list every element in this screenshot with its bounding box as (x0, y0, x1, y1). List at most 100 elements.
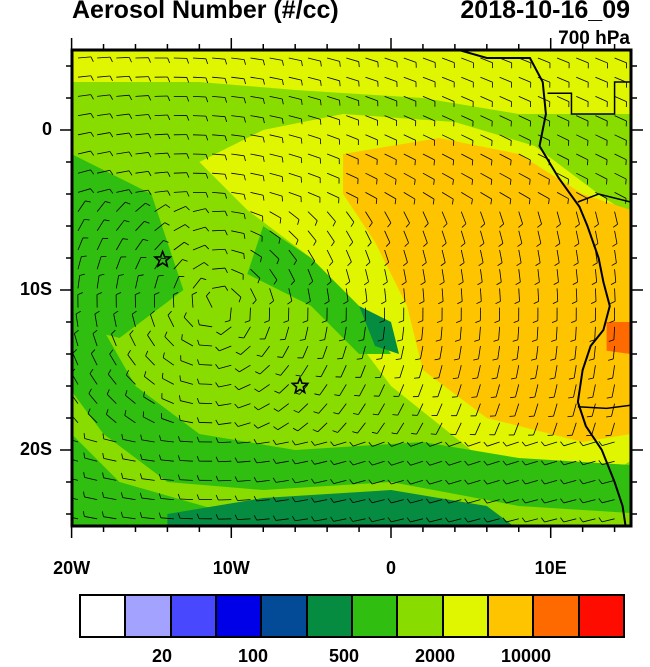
wind-barb-feather (299, 339, 306, 341)
wind-barb (614, 134, 627, 141)
wind-barb (250, 115, 264, 119)
wind-barb-feather (425, 498, 430, 504)
wind-barb-feather (377, 339, 384, 342)
wind-barb (576, 172, 588, 180)
wind-barb (269, 57, 283, 61)
wind-barb-feather (89, 368, 94, 374)
wind-barb-feather (491, 377, 498, 380)
wind-barb (401, 326, 405, 340)
star-marker (290, 375, 310, 395)
wind-barb (231, 134, 245, 137)
wind-barb-feather (495, 301, 501, 305)
wind-barb (160, 459, 174, 462)
wind-barb (461, 172, 473, 180)
wind-barb (391, 441, 404, 447)
wind-barb-feather (353, 413, 359, 415)
wind-barb (144, 376, 155, 385)
map-frame (70, 48, 633, 528)
wind-barb-feather (458, 281, 464, 286)
wind-barb-feather (445, 498, 450, 504)
wind-barb-feather (253, 424, 259, 429)
wind-barb-feather (196, 378, 200, 385)
wind-barb (575, 288, 578, 302)
wind-barb (141, 478, 155, 481)
wind-barb-feather (300, 138, 303, 144)
wind-barb-feather (147, 330, 151, 336)
wind-barb-feather (167, 190, 171, 196)
wind-barb-feather (128, 170, 133, 176)
wind-barb-feather (571, 301, 578, 304)
wind-barb (595, 192, 608, 199)
wind-barb (116, 113, 130, 116)
wind-barb (377, 403, 385, 416)
wind-barb (439, 345, 443, 359)
wind-barb (537, 172, 550, 180)
wind-barb-feather (354, 394, 360, 397)
wind-barb (575, 269, 578, 283)
wind-barb (410, 460, 424, 466)
wind-barb-feather (368, 498, 373, 504)
wind-barb (614, 57, 627, 64)
region-orange (343, 138, 631, 442)
wind-barb (391, 499, 404, 504)
wind-barb-feather (473, 358, 479, 361)
wind-barb (231, 288, 242, 298)
wind-barb-feather (177, 513, 181, 519)
wind-barb (333, 518, 347, 522)
wind-barb (122, 497, 136, 500)
wind-barb (372, 441, 385, 447)
wind-barb (288, 134, 302, 139)
wind-barb (573, 384, 577, 398)
wind-barb (410, 441, 424, 447)
wind-barb (563, 499, 577, 504)
wind-barb (258, 384, 270, 393)
wind-barb-feather (262, 98, 265, 104)
wind-barb-feather (529, 159, 531, 166)
wind-barb-feather (186, 134, 190, 140)
wind-barb (307, 288, 311, 302)
x-tick-label: 10E (534, 558, 567, 578)
wind-barb-feather (224, 249, 228, 255)
wind-barb (319, 384, 328, 396)
wind-barb (537, 134, 550, 141)
wind-barb (422, 288, 425, 302)
wind-barb (461, 57, 474, 64)
wind-barb (572, 403, 577, 417)
wind-barb-feather (579, 517, 584, 523)
wind-barb-feather (90, 56, 94, 62)
wind-barb-feather (312, 429, 318, 433)
wind-barb-feather (234, 422, 239, 427)
wind-barb (77, 150, 91, 155)
wind-barb-feather (224, 285, 229, 291)
wind-barb (327, 96, 340, 101)
wind-barb (135, 152, 149, 155)
wind-barb-feather (311, 440, 315, 446)
wind-barb (593, 365, 596, 379)
wind-barb (269, 134, 283, 139)
wind-barb (116, 170, 130, 174)
wind-barb (518, 115, 531, 122)
wind-barb (487, 460, 500, 466)
wind-barb-feather (591, 281, 597, 285)
wind-barb (84, 477, 98, 481)
wind-barb (288, 211, 300, 220)
wind-barb (288, 57, 302, 62)
wind-barb-feather (145, 202, 151, 207)
wind-barb (506, 480, 519, 485)
wind-barb-feather (560, 517, 564, 523)
wind-barb (238, 403, 251, 409)
wind-barb-feather (243, 194, 246, 200)
wind-barb (499, 76, 512, 83)
wind-barb-feather (368, 479, 373, 485)
wind-barb-feather (121, 433, 124, 440)
wind-barb (280, 364, 290, 376)
wind-barb (180, 400, 194, 404)
wind-barb (575, 211, 580, 225)
wind-barb (115, 256, 122, 270)
wind-barb (212, 115, 226, 118)
wind-barb-feather (109, 94, 113, 100)
wind-barb (212, 285, 225, 289)
wind-barb-feather (464, 460, 469, 466)
wind-barb (410, 518, 424, 523)
wind-barb-feather (367, 242, 372, 247)
